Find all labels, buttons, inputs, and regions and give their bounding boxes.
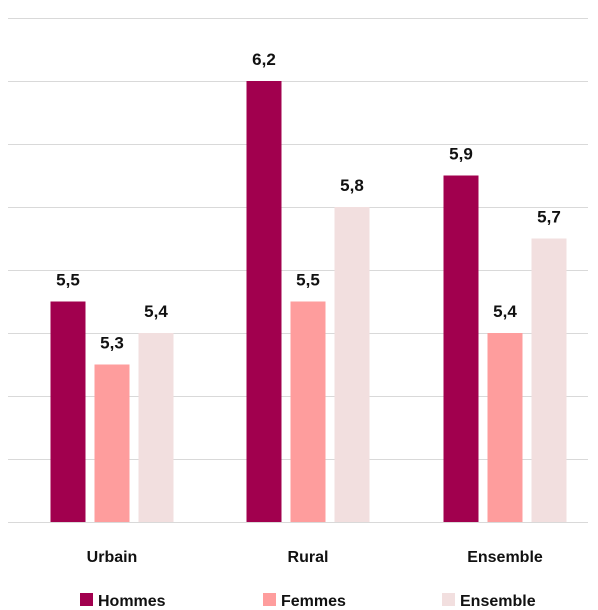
- bar-hommes-urbain: [50, 301, 86, 522]
- legend-swatch-ensemble: [442, 593, 455, 606]
- data-label: 5,4: [493, 302, 517, 321]
- x-tick-label: Ensemble: [467, 549, 543, 566]
- legend-swatch-femmes: [263, 593, 276, 606]
- x-tick-label: Rural: [288, 549, 329, 566]
- data-label: 5,9: [449, 145, 473, 164]
- data-label: 6,2: [252, 50, 276, 69]
- data-labels: 5,5 5,3 5,4 6,2 5,5 5,8 5,9 5,4 5,7: [56, 50, 561, 353]
- bar-femmes-urbain: [94, 364, 130, 522]
- legend-label: Hommes: [98, 593, 166, 610]
- bar-ensemble-urbain: [138, 333, 174, 522]
- bars: [50, 81, 567, 522]
- legend-label: Ensemble: [460, 593, 536, 610]
- data-label: 5,5: [296, 271, 320, 290]
- data-label: 5,4: [144, 302, 168, 321]
- x-tick-label: Urbain: [87, 549, 138, 566]
- legend-swatch-hommes: [80, 593, 93, 606]
- bar-femmes-rural: [290, 301, 326, 522]
- legend-label: Femmes: [281, 593, 346, 610]
- x-axis-labels: Urbain Rural Ensemble: [87, 549, 543, 566]
- legend: Hommes Femmes Ensemble: [80, 593, 536, 610]
- data-label: 5,7: [537, 208, 561, 227]
- bar-hommes-rural: [246, 81, 282, 522]
- data-label: 5,8: [340, 176, 364, 195]
- bar-hommes-ensemble: [443, 175, 479, 522]
- data-label: 5,5: [56, 271, 80, 290]
- bar-ensemble-ensemble: [531, 238, 567, 522]
- data-label: 5,3: [100, 334, 124, 353]
- bar-ensemble-rural: [334, 207, 370, 522]
- bar-femmes-ensemble: [487, 333, 523, 522]
